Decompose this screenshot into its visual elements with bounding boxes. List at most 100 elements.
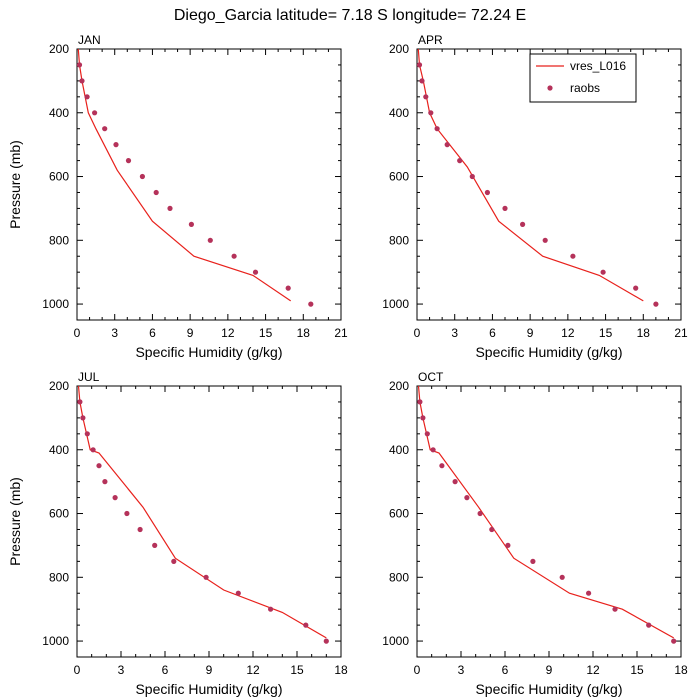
y-tick-label: 800	[49, 233, 69, 247]
y-tick-label: 1000	[42, 297, 69, 311]
x-tick-label: 9	[527, 326, 534, 340]
raobs-point	[231, 253, 237, 259]
x-tick-label: 21	[674, 326, 688, 340]
raobs-point	[489, 526, 495, 533]
raobs-point	[484, 189, 490, 196]
x-axis-label: Specific Humidity (g/kg)	[475, 681, 622, 697]
raobs-point	[188, 221, 194, 227]
raobs-point	[505, 542, 511, 549]
raobs-point	[671, 638, 677, 644]
panel-apr: APR 0 3 6 9 12 15 18 21 200 400 600 800 1000 Specific …	[382, 33, 688, 360]
x-tick-label: 6	[162, 663, 169, 677]
y-tick-label: 1000	[42, 634, 69, 648]
raobs-point	[646, 622, 652, 628]
y-tick-label: 200	[49, 379, 69, 393]
raobs-point	[417, 399, 423, 405]
raobs-point	[633, 285, 639, 291]
legend-label-model: vres_L016	[570, 59, 626, 73]
x-tick-label: 18	[334, 663, 348, 677]
raobs-point	[112, 495, 118, 501]
raobs-point	[477, 510, 483, 517]
y-tick-label: 400	[389, 106, 409, 120]
x-tick-label: 3	[111, 326, 118, 340]
legend-label-obs: raobs	[570, 81, 600, 95]
raobs-point	[464, 495, 470, 501]
raobs-point	[428, 110, 434, 116]
y-tick-label: 800	[49, 570, 69, 584]
raobs-point	[308, 301, 314, 307]
x-tick-label: 18	[297, 326, 311, 340]
raobs-point	[559, 574, 565, 580]
raobs-point	[167, 205, 173, 211]
y-tick-label: 1000	[382, 634, 409, 648]
raobs-point	[600, 269, 606, 275]
raobs-point	[203, 574, 209, 580]
raobs-point	[96, 463, 102, 469]
raobs-point	[423, 94, 429, 100]
raobs-point	[520, 221, 526, 227]
x-tick-label: 6	[489, 326, 496, 340]
panel-label-apr: APR	[418, 33, 443, 47]
raobs-point	[434, 126, 440, 132]
x-tick-label: 0	[74, 663, 81, 677]
y-tick-label: 600	[389, 507, 409, 521]
y-tick-label: 400	[49, 106, 69, 120]
y-tick-label: 200	[389, 379, 409, 393]
panel-jan: JAN 0 3 6 9 12 15 18 21 200 400 600 800 1000 Specific …	[7, 33, 348, 360]
raobs-point	[430, 447, 436, 453]
raobs-point	[452, 479, 458, 485]
raobs-point	[457, 158, 463, 164]
x-tick-label: 0	[414, 663, 421, 677]
y-tick-label: 200	[389, 42, 409, 56]
series-line-vres-l016	[417, 385, 674, 639]
raobs-point	[207, 237, 213, 243]
x-tick-label: 3	[118, 663, 125, 677]
x-tick-label: 3	[451, 326, 458, 340]
x-tick-label: 9	[546, 663, 553, 677]
raobs-point	[79, 78, 85, 84]
x-tick-label: 6	[502, 663, 509, 677]
x-tick-label: 18	[637, 326, 651, 340]
x-tick-label: 18	[674, 663, 688, 677]
raobs-point	[235, 590, 241, 596]
raobs-point	[102, 479, 108, 485]
series-line-vres-l016	[417, 48, 644, 302]
x-tick-label: 9	[206, 663, 213, 677]
raobs-point	[570, 253, 576, 259]
raobs-point	[102, 126, 108, 132]
raobs-point	[139, 173, 145, 180]
raobs-point	[416, 62, 423, 68]
raobs-point	[323, 638, 329, 644]
x-tick-label: 15	[259, 326, 273, 340]
raobs-point	[137, 526, 143, 533]
raobs-point	[76, 62, 83, 68]
raobs-point	[113, 142, 119, 148]
x-tick-label: 15	[599, 326, 613, 340]
plot-frame	[416, 48, 682, 321]
y-tick-label: 400	[389, 443, 409, 457]
raobs-point	[419, 78, 425, 84]
panel-jul: JUL 0 3 6 9 12 15 18 200 400 600 800 1000 Specific Hu…	[7, 370, 348, 697]
raobs-point	[285, 285, 291, 291]
x-axis-label: Specific Humidity (g/kg)	[135, 344, 282, 360]
raobs-point	[653, 301, 659, 307]
raobs-point	[268, 606, 274, 612]
legend-marker-swatch	[547, 85, 553, 91]
x-axis-label: Specific Humidity (g/kg)	[475, 344, 622, 360]
x-axis-label: Specific Humidity (g/kg)	[135, 681, 282, 697]
raobs-point	[152, 542, 158, 549]
x-tick-label: 12	[246, 663, 260, 677]
x-tick-label: 0	[414, 326, 421, 340]
raobs-point	[420, 415, 426, 421]
y-tick-label: 600	[49, 170, 69, 184]
plot-frame	[76, 48, 342, 321]
raobs-point	[80, 415, 86, 421]
raobs-point	[530, 558, 536, 565]
x-tick-label: 9	[187, 326, 194, 340]
x-tick-label: 21	[334, 326, 348, 340]
y-axis-label: Pressure (mb)	[7, 140, 23, 229]
x-tick-label: 15	[630, 663, 644, 677]
panel-oct: OCT 0 3 6 9 12 15 18 200 400 600 800 1000 Specific Hu…	[382, 370, 688, 697]
raobs-point	[542, 237, 548, 243]
